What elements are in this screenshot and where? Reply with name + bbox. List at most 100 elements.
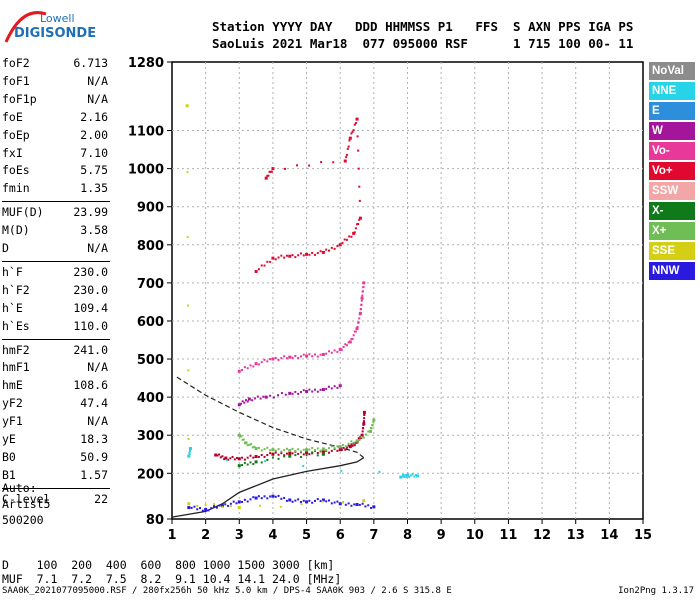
data-point [276,394,279,397]
data-point [338,348,342,352]
data-point [343,238,346,241]
data-point [353,444,356,447]
data-point [237,506,241,510]
data-point [361,430,364,433]
param-value: 108.6 [73,378,108,393]
param-value: 109.4 [73,300,108,315]
data-point [277,457,280,460]
param-value: 22 [94,491,108,506]
data-point [342,446,345,449]
data-point [305,252,309,256]
data-point [266,446,269,449]
data-point [353,330,356,333]
data-point [321,388,325,392]
data-point [263,455,266,458]
data-point [297,452,300,455]
data-point [344,445,347,448]
data-point [263,358,266,361]
y-tick-label: 1280 [128,56,164,71]
data-point [297,448,300,451]
data-point [264,176,268,180]
data-point [411,473,414,476]
logo-text-digisonde: DIGISONDE [14,26,97,41]
data-point [370,427,373,430]
data-point [358,439,361,442]
data-point [216,454,219,457]
data-point [224,456,228,460]
legend-item: Vo- [649,142,695,160]
data-point [249,364,252,367]
data-point [274,495,277,498]
data-point [378,470,381,473]
data-point [346,147,349,150]
data-point [220,504,224,508]
data-point [321,250,325,254]
data-point [302,254,305,257]
data-point [280,450,283,453]
data-point [236,456,239,459]
data-point [406,473,409,477]
param-name: fxI [2,145,23,160]
data-point [347,341,350,344]
header-line-1: Station YYYY DAY DDD HHMMSS P1 FFS S AXN… [212,19,634,34]
param-row: foF2 6.713 [2,56,108,74]
param-value: 5.75 [80,163,108,178]
data-point [362,410,366,414]
data-point [288,498,292,502]
data-point [340,469,343,472]
data-point [227,504,230,507]
data-point [342,501,345,504]
data-point [296,164,299,167]
data-point [345,238,348,241]
x-tick-label: 1 [167,528,176,543]
data-point [185,104,189,108]
data-point [229,502,232,505]
data-point [360,303,363,306]
data-point [352,129,355,132]
data-point [237,457,241,461]
param-value: 241.0 [73,342,108,357]
data-point [302,389,305,392]
param-value: N/A [87,414,108,429]
autoscaling-info: Auto: Artist5 500200 [2,480,50,528]
data-point [305,451,309,455]
data-point [325,248,328,251]
param-row: D N/A [2,241,108,259]
data-point [308,353,311,356]
data-point [359,308,362,311]
data-point [246,400,249,403]
data-point [403,475,406,478]
param-separator [2,201,110,203]
data-point [257,446,260,449]
data-point [266,174,269,177]
data-point [361,290,364,293]
param-value: N/A [87,241,108,255]
data-point [362,499,366,503]
data-point [277,256,280,259]
data-point [341,241,344,244]
data-point [319,500,322,503]
profile-dashed-curve [175,375,365,459]
data-point [308,253,311,256]
data-point [249,498,252,501]
data-point [243,461,246,464]
data-point [269,495,272,498]
data-point [348,139,351,142]
data-point [259,397,262,400]
param-name: fmin [2,181,30,196]
param-row: hmF1 N/A [2,360,108,378]
y-tick-label: 500 [137,353,164,368]
param-value: 23.99 [73,205,108,220]
param-row: h`F2 230.0 [2,283,108,301]
data-point [328,451,330,454]
data-point [218,453,221,456]
data-point [229,505,232,508]
data-point [246,500,249,503]
data-point [340,348,343,351]
data-point [186,235,189,238]
data-point [357,149,360,152]
data-point [330,351,333,354]
data-point [207,509,210,512]
data-point [283,454,286,457]
data-point [268,170,271,173]
